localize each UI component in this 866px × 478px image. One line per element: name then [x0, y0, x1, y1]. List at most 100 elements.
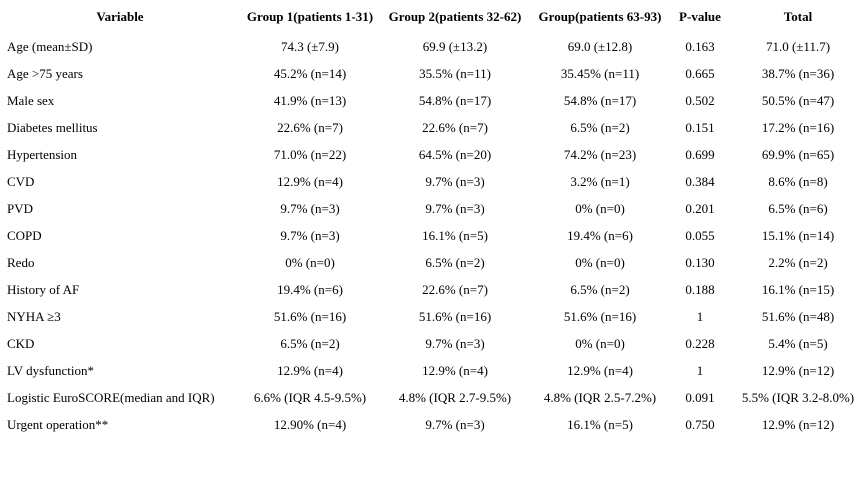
cell-group-3: 0% (n=0): [575, 254, 625, 270]
cell-group-3: 6.5% (n=2): [570, 281, 630, 297]
cell-p-value: 0.201: [685, 200, 715, 216]
baseline-characteristics-table: Variable Group 1(patients 1-31) Group 2(…: [0, 0, 866, 438]
cell-group-2: 51.6% (n=16): [418, 308, 492, 324]
cell-group-2: 9.7% (n=3): [425, 335, 485, 351]
cell-p-value: 0.384: [685, 173, 715, 189]
table-row: Urgent operation** 12.90% (n=4) 9.7% (n=3)…: [0, 411, 866, 438]
cell-group-2: 9.7% (n=3): [425, 416, 485, 432]
cell-group-1: 9.7% (n=3): [280, 227, 340, 243]
cell-group-1: 6.6% (IQR 4.5-9.5%): [253, 389, 367, 405]
cell-group-2: 64.5% (n=20): [418, 146, 492, 162]
cell-variable: CKD: [7, 335, 35, 351]
table-row: History of AF 19.4% (n=6) 22.6% (n=7) 6.5% …: [0, 276, 866, 303]
header-total: Total: [783, 8, 813, 24]
cell-group-2: 22.6% (n=7): [422, 119, 488, 135]
table-row: Male sex 41.9% (n=13) 54.8% (n=17) 54.8% (n…: [0, 87, 866, 114]
cell-group-3: 54.8% (n=17): [563, 92, 637, 108]
table-row: NYHA ≥3 51.6% (n=16) 51.6% (n=16) 51.6% (n=…: [0, 303, 866, 330]
cell-total: 8.6% (n=8): [768, 173, 828, 189]
cell-p-value: 0.188: [685, 281, 715, 297]
cell-group-3: 4.8% (IQR 2.5-7.2%): [543, 389, 657, 405]
cell-group-3: 16.1% (n=5): [567, 416, 633, 432]
table-row: Hypertension 71.0% (n=22) 64.5% (n=20) 74.2…: [0, 141, 866, 168]
cell-total: 17.2% (n=16): [761, 119, 835, 135]
cell-total: 5.5% (IQR 3.2-8.0%): [741, 389, 855, 405]
cell-variable: Age (mean±SD): [7, 38, 93, 54]
cell-total: 15.1% (n=14): [761, 227, 835, 243]
cell-variable: History of AF: [7, 281, 80, 297]
cell-variable: Redo: [7, 254, 35, 270]
cell-group-3: 19.4% (n=6): [567, 227, 633, 243]
cell-variable: PVD: [7, 200, 34, 216]
cell-p-value: 0.055: [685, 227, 715, 243]
cell-total: 12.9% (n=12): [761, 416, 835, 432]
cell-variable: Urgent operation**: [7, 416, 109, 432]
cell-p-value: 0.091: [685, 389, 715, 405]
header-group-3: Group(patients 63-93): [538, 8, 662, 24]
cell-p-value: 0.502: [685, 92, 715, 108]
cell-variable: Male sex: [7, 92, 55, 108]
cell-total: 2.2% (n=2): [768, 254, 828, 270]
cell-variable: LV dysfunction*: [7, 362, 95, 378]
cell-p-value: 1: [696, 362, 704, 378]
cell-group-1: 74.3 (±7.9): [280, 38, 340, 54]
table-row: CKD 6.5% (n=2) 9.7% (n=3) 0% (n=0) 0.228 5.4%…: [0, 330, 866, 357]
cell-p-value: 0.699: [685, 146, 715, 162]
cell-group-2: 22.6% (n=7): [422, 281, 488, 297]
header-group-2: Group 2(patients 32-62): [388, 8, 522, 24]
cell-group-2: 69.9 (±13.2): [422, 38, 488, 54]
cell-total: 16.1% (n=15): [761, 281, 835, 297]
cell-total: 69.9% (n=65): [761, 146, 835, 162]
table-row: Age (mean±SD) 74.3 (±7.9) 69.9 (±13.2) 69.0…: [0, 33, 866, 60]
cell-variable: Age >75 years: [7, 65, 83, 81]
cell-group-1: 6.5% (n=2): [280, 335, 340, 351]
cell-group-3: 3.2% (n=1): [570, 173, 630, 189]
cell-variable: Hypertension: [7, 146, 78, 162]
cell-group-2: 35.5% (n=11): [419, 65, 491, 81]
cell-p-value: 0.228: [685, 335, 715, 351]
cell-group-1: 71.0% (n=22): [273, 146, 347, 162]
cell-group-1: 0% (n=0): [285, 254, 335, 270]
cell-group-3: 0% (n=0): [575, 200, 625, 216]
cell-group-1: 19.4% (n=6): [277, 281, 343, 297]
header-row: Variable Group 1(patients 1-31) Group 2(…: [0, 0, 866, 33]
cell-group-2: 12.9% (n=4): [422, 362, 488, 378]
cell-total: 38.7% (n=36): [761, 65, 835, 81]
cell-variable: CVD: [7, 173, 35, 189]
cell-total: 12.9% (n=12): [761, 362, 835, 378]
header-group-1: Group 1(patients 1-31): [246, 8, 374, 24]
cell-variable: NYHA ≥3: [7, 308, 61, 324]
cell-group-1: 12.90% (n=4): [273, 416, 347, 432]
cell-group-3: 51.6% (n=16): [563, 308, 637, 324]
cell-total: 51.6% (n=48): [761, 308, 835, 324]
cell-group-1: 51.6% (n=16): [273, 308, 347, 324]
cell-group-2: 9.7% (n=3): [425, 200, 485, 216]
cell-group-3: 6.5% (n=2): [570, 119, 630, 135]
cell-variable: Logistic EuroSCORE(median and IQR): [7, 389, 215, 405]
table-row: COPD 9.7% (n=3) 16.1% (n=5) 19.4% (n=6) 0.05…: [0, 222, 866, 249]
table-row: Redo 0% (n=0) 6.5% (n=2) 0% (n=0) 0.130 2.2% …: [0, 249, 866, 276]
table-row: CVD 12.9% (n=4) 9.7% (n=3) 3.2% (n=1) 0.384 8…: [0, 168, 866, 195]
table-row: PVD 9.7% (n=3) 9.7% (n=3) 0% (n=0) 0.201 6.5%…: [0, 195, 866, 222]
cell-group-2: 6.5% (n=2): [425, 254, 485, 270]
cell-group-2: 4.8% (IQR 2.7-9.5%): [398, 389, 512, 405]
cell-group-3: 74.2% (n=23): [563, 146, 637, 162]
cell-group-1: 12.9% (n=4): [277, 173, 343, 189]
cell-group-1: 9.7% (n=3): [280, 200, 340, 216]
cell-variable: Diabetes mellitus: [7, 119, 98, 135]
cell-group-3: 35.45% (n=11): [560, 65, 640, 81]
cell-group-1: 41.9% (n=13): [273, 92, 347, 108]
table-row: Age >75 years 45.2% (n=14) 35.5% (n=11) 35.…: [0, 60, 866, 87]
header-p-value: P-value: [679, 8, 721, 24]
cell-p-value: 0.151: [685, 119, 715, 135]
cell-p-value: 0.750: [685, 416, 715, 432]
cell-total: 5.4% (n=5): [768, 335, 828, 351]
cell-p-value: 0.665: [685, 65, 715, 81]
cell-p-value: 1: [696, 308, 704, 324]
cell-p-value: 0.130: [685, 254, 715, 270]
cell-group-3: 12.9% (n=4): [567, 362, 633, 378]
cell-total: 71.0 (±11.7): [765, 38, 831, 54]
header-variable: Variable: [96, 8, 144, 24]
cell-total: 6.5% (n=6): [768, 200, 828, 216]
cell-group-1: 22.6% (n=7): [277, 119, 343, 135]
